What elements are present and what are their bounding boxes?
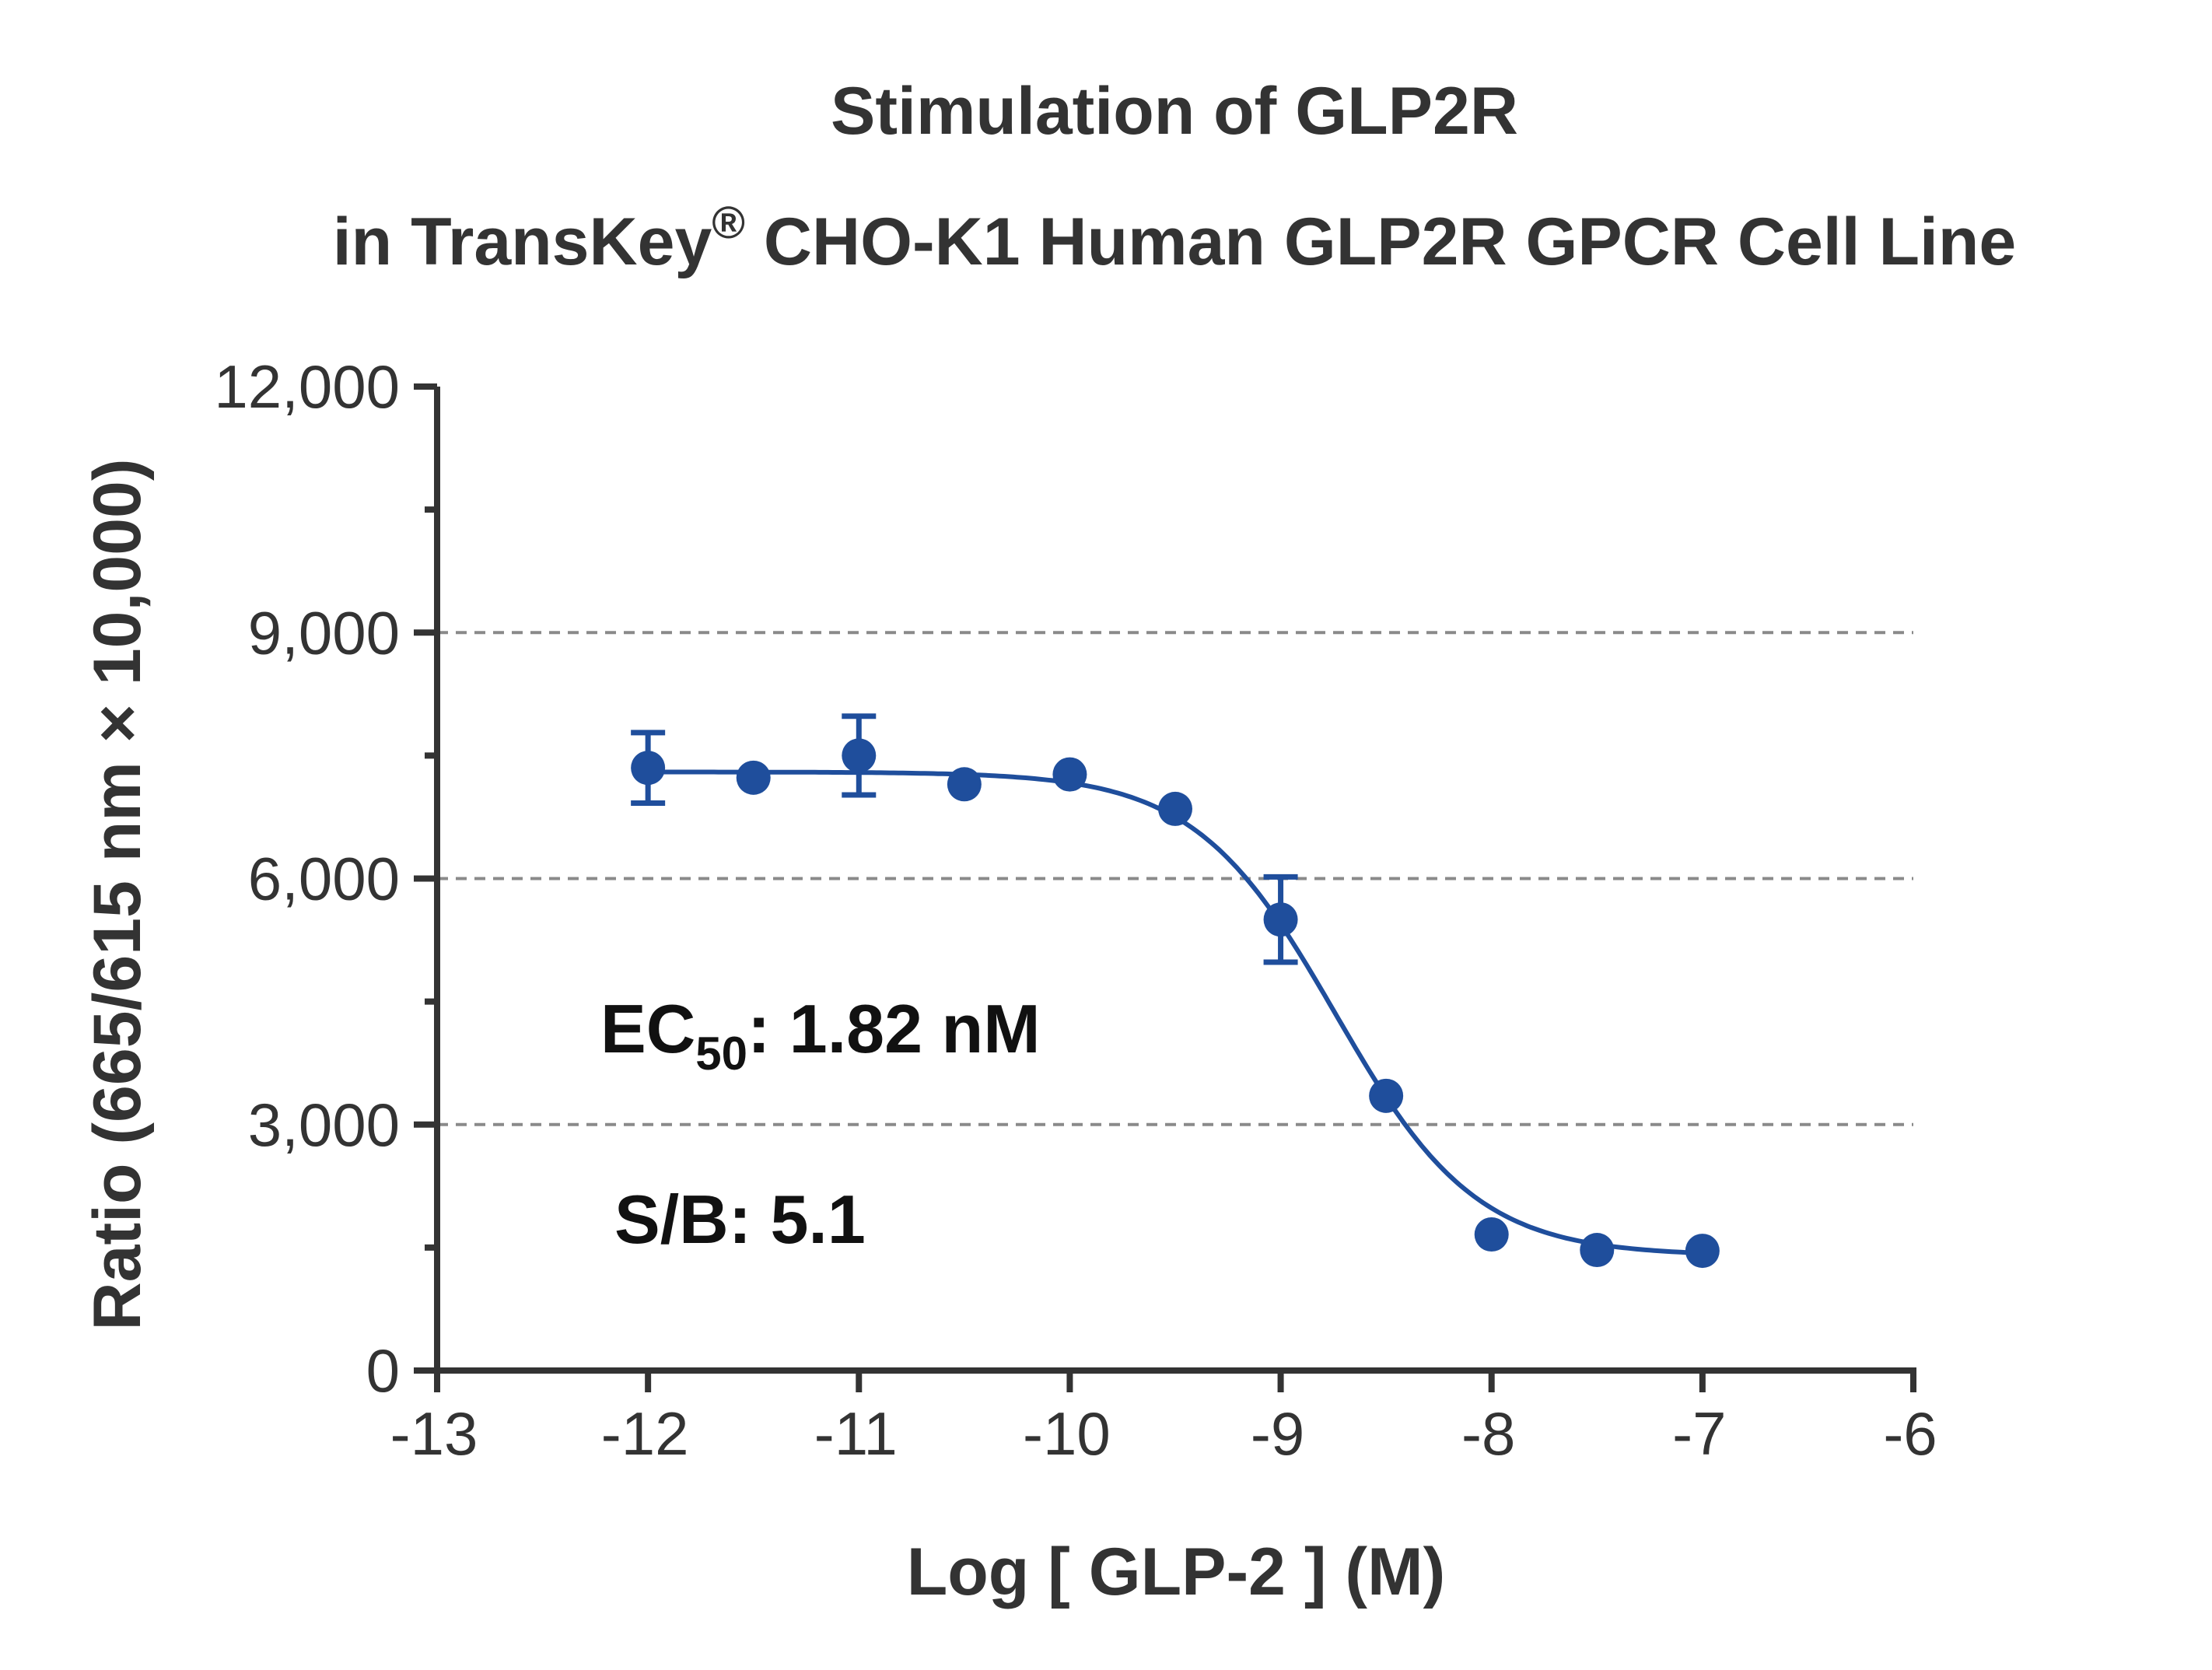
sb-annotation: S/B: 5.1 xyxy=(614,1181,866,1258)
subtitle-suffix: CHO-K1 Human GLP2R GPCR Cell Line xyxy=(745,205,2016,279)
ec50-prefix: EC xyxy=(600,990,695,1067)
ec50-suffix: : 1.82 nM xyxy=(747,990,1041,1067)
grid-lines xyxy=(437,631,1913,1126)
chart-subtitle: in TransKey® CHO-K1 Human GLP2R GPCR Cel… xyxy=(333,198,2017,279)
x-tick-label: -13 xyxy=(390,1399,478,1468)
subtitle-prefix: in TransKey xyxy=(333,205,712,279)
y-tick-label: 3,000 xyxy=(248,1091,400,1159)
ec50-annotation: EC50: 1.82 nM xyxy=(600,990,1041,1080)
x-tick-label: -6 xyxy=(1883,1399,1937,1468)
data-point xyxy=(947,767,982,802)
data-point xyxy=(1052,757,1087,792)
data-point xyxy=(631,751,666,786)
data-point xyxy=(1474,1217,1509,1252)
axes xyxy=(414,383,1916,1392)
x-tick-label: -10 xyxy=(1023,1399,1111,1468)
data-point xyxy=(1580,1233,1615,1268)
data-points xyxy=(631,738,1720,1269)
data-point xyxy=(1158,791,1192,826)
registered-mark: ® xyxy=(712,198,745,248)
data-point xyxy=(1685,1234,1720,1269)
y-tick-label: 12,000 xyxy=(214,352,400,421)
x-tick-label: -12 xyxy=(601,1399,689,1468)
x-tick-label: -9 xyxy=(1251,1399,1304,1468)
y-tick-labels: 0 3,000 6,000 9,000 12,000 xyxy=(214,352,400,1405)
x-axis-title: Log [ GLP-2 ] (M) xyxy=(907,1535,1446,1609)
y-tick-label: 9,000 xyxy=(248,598,400,667)
y-axis-title: Ratio (665/615 nm × 10,000) xyxy=(80,459,155,1331)
ec50-subscript: 50 xyxy=(695,1028,747,1080)
x-tick-label: -11 xyxy=(814,1399,898,1468)
chart-title: Stimulation of GLP2R xyxy=(831,74,1518,149)
error-bars xyxy=(631,713,1298,965)
data-point xyxy=(1369,1078,1404,1113)
y-tick-label: 0 xyxy=(366,1336,400,1405)
data-point xyxy=(736,760,771,795)
data-point xyxy=(1263,902,1298,937)
x-tick-label: -7 xyxy=(1672,1399,1726,1468)
x-tick-labels: -13 -12 -11 -10 -9 -8 -7 -6 xyxy=(390,1399,1937,1468)
y-tick-label: 6,000 xyxy=(248,845,400,913)
x-tick-label: -8 xyxy=(1461,1399,1515,1468)
data-point xyxy=(842,738,877,773)
